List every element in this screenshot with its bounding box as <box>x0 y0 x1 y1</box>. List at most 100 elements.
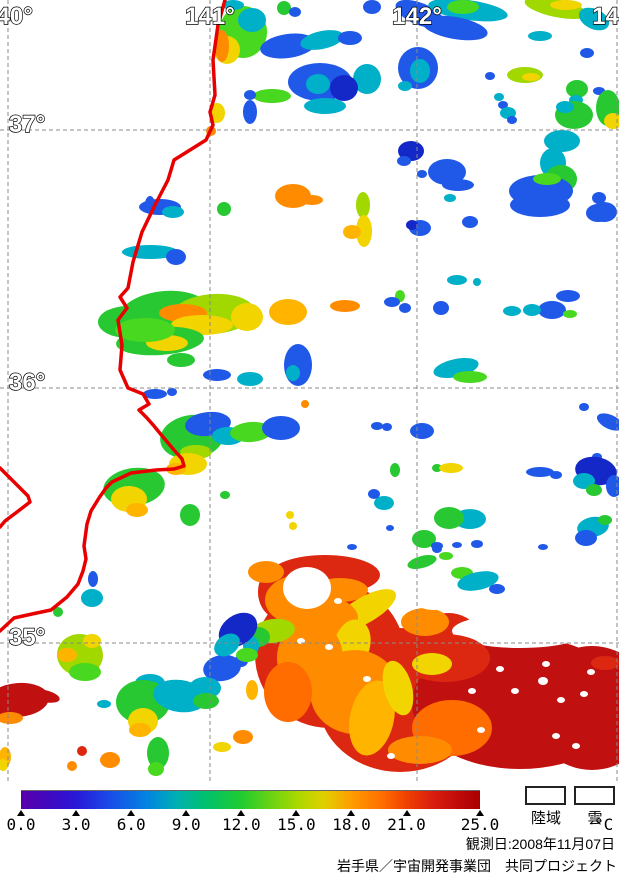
colorbar-panel: 0.0 3.0 6.0 9.0 12.0 15.0 18.0 21.0 25.0 °C 陸域 雲… <box>0 782 619 881</box>
sst-patch <box>384 297 400 307</box>
sst-patch <box>586 484 602 496</box>
sst-patch <box>222 0 244 10</box>
sst-patch <box>217 202 231 216</box>
sst-patch <box>286 511 294 519</box>
sst-patch <box>306 74 330 94</box>
sst-patch <box>356 192 370 218</box>
sst-patch <box>374 496 394 510</box>
sst-patch <box>180 504 200 526</box>
sst-patch <box>167 388 177 396</box>
sst-patch <box>301 195 323 205</box>
sst-patch <box>604 113 619 129</box>
sst-patch <box>203 654 241 682</box>
sst-patch <box>286 365 300 381</box>
longitude-label: 143° <box>592 3 619 30</box>
coastline <box>0 0 227 633</box>
sst-patch <box>387 753 395 759</box>
sst-patch <box>452 542 462 548</box>
grid-labels-layer: 140° 141° 142° 143° 37° 36° 35° <box>0 2 619 651</box>
sst-patch <box>338 31 362 45</box>
sst-patch <box>304 98 346 114</box>
sst-patch <box>432 464 442 472</box>
colorbar-tick-marker <box>182 810 191 816</box>
colorbar-tick-marker <box>347 810 356 816</box>
sst-patch <box>220 491 230 499</box>
longitude-label: 141° <box>185 3 235 30</box>
sst-patch <box>477 727 485 733</box>
credit-line: 岩手県／宇宙開発事業団 共同プロジェクト <box>337 858 617 874</box>
sst-patch <box>0 712 23 724</box>
sst-patch <box>244 90 256 100</box>
sst-patch <box>162 206 184 218</box>
sst-patch <box>489 584 505 594</box>
sst-patch <box>550 471 562 479</box>
sst-patch <box>238 8 266 32</box>
sst-patch <box>264 662 312 722</box>
sst-patch <box>439 463 463 473</box>
sst-patch <box>382 660 414 716</box>
sst-patch <box>538 677 548 685</box>
sst-patch <box>368 489 380 499</box>
sst-patch <box>214 633 240 657</box>
sst-patch <box>325 644 333 650</box>
sst-patch <box>77 746 87 756</box>
sst-patch <box>398 81 412 91</box>
sst-patch <box>573 473 595 489</box>
sst-patch <box>538 301 566 319</box>
sst-patch <box>347 544 357 550</box>
sst-patch <box>230 421 272 443</box>
sst-patch <box>386 525 394 531</box>
sst-patch <box>533 173 561 185</box>
sst-patch <box>148 762 164 776</box>
sst-patch <box>236 648 258 662</box>
sst-patch <box>353 64 381 94</box>
sst-patch <box>473 278 481 286</box>
sst-patch <box>586 204 610 222</box>
sst-patch <box>28 689 60 703</box>
sst-patch <box>203 369 231 381</box>
sst-patch <box>412 653 452 675</box>
sst-patch <box>233 730 253 744</box>
sst-patch <box>496 666 504 672</box>
sst-patch <box>390 463 400 477</box>
sst-patch <box>485 72 495 80</box>
sst-patch <box>434 507 464 529</box>
sst-patch <box>277 1 291 15</box>
sst-patch <box>284 344 312 386</box>
colorbar-tick-marker <box>17 810 25 816</box>
sst-patch <box>578 7 610 31</box>
colorbar-tick-marker <box>72 810 81 816</box>
colorbar-tick-label: 21.0 <box>387 815 426 834</box>
sst-patch <box>189 677 221 699</box>
colorbar-tick-label: 15.0 <box>277 815 316 834</box>
sst-patch <box>556 290 580 302</box>
sst-patch <box>126 503 148 517</box>
sst-patch <box>457 571 499 591</box>
latitude-label: 35° <box>9 624 45 651</box>
sst-patch <box>596 413 619 431</box>
sst-patch <box>382 423 392 431</box>
sst-patch <box>511 688 519 694</box>
sst-patch <box>428 159 466 185</box>
sst-patch <box>300 30 344 50</box>
sst-patch <box>349 680 395 756</box>
sst-patch <box>591 656 619 670</box>
sst-patch <box>246 680 258 700</box>
sst-patch <box>0 759 8 771</box>
sst-patch <box>213 742 231 752</box>
sst-patch <box>598 515 612 525</box>
sst-patch <box>330 75 358 101</box>
sst-patch <box>507 116 517 124</box>
sst-patch <box>301 400 309 408</box>
legend-box-cloud <box>574 786 615 805</box>
sst-patch <box>579 403 589 411</box>
sst-patch <box>498 101 508 109</box>
sst-patch <box>406 220 418 230</box>
longitude-label: 140° <box>0 3 33 30</box>
sst-patch <box>550 0 582 10</box>
sst-patch <box>269 299 307 325</box>
sst-patch <box>166 249 186 265</box>
map-canvas: 140° 141° 142° 143° 37° 36° 35° <box>0 0 619 782</box>
sst-patch <box>57 648 77 662</box>
